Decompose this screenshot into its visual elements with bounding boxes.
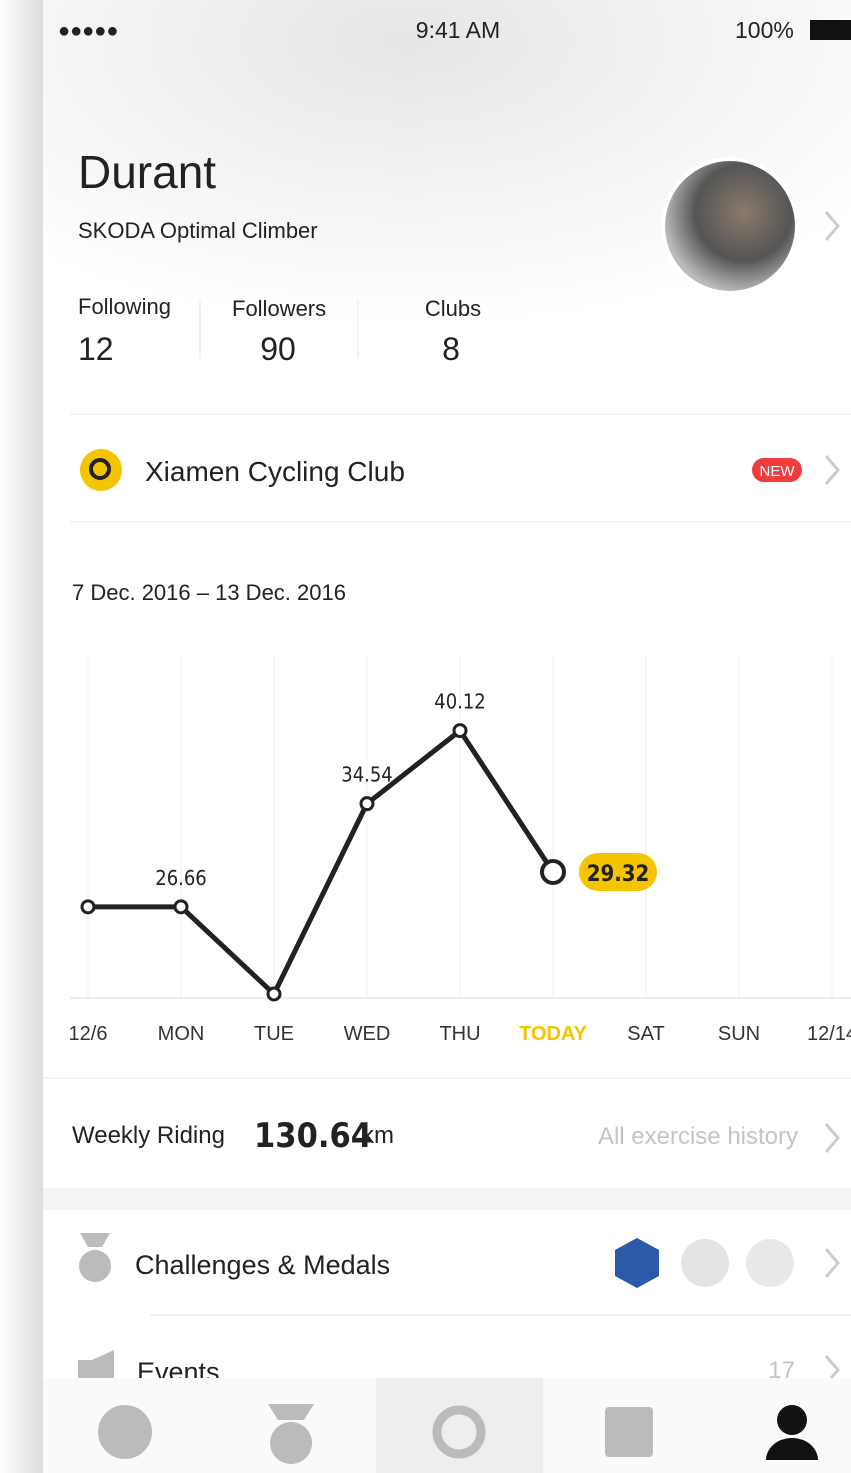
tab-profile[interactable] bbox=[777, 1405, 807, 1435]
new-badge-text: NEW bbox=[760, 463, 796, 480]
x-tick-label: WED bbox=[344, 1023, 391, 1045]
stat-label: Following bbox=[78, 294, 171, 319]
tab-feed[interactable] bbox=[605, 1407, 653, 1457]
challenges-row[interactable]: Challenges & Medals bbox=[79, 1233, 838, 1288]
medal bbox=[615, 1238, 659, 1288]
medal bbox=[681, 1239, 729, 1287]
page: ●●●●● 9:41 AM 100% Durant SKODA Optimal … bbox=[0, 0, 851, 1473]
battery-icon bbox=[810, 20, 851, 40]
tab-medals[interactable] bbox=[268, 1404, 314, 1464]
data-point bbox=[82, 901, 94, 913]
stat-value: 8 bbox=[442, 331, 460, 367]
history-link[interactable]: All exercise history bbox=[598, 1123, 798, 1150]
signal: ●●●●● bbox=[58, 20, 118, 42]
tab-explore[interactable] bbox=[98, 1405, 152, 1459]
tab-bar bbox=[43, 1378, 851, 1473]
chevron bbox=[826, 1124, 838, 1152]
medal-icon bbox=[80, 1233, 110, 1247]
data-point bbox=[361, 798, 373, 810]
club-icon bbox=[80, 449, 122, 491]
club-row[interactable]: Xiamen Cycling Club NEW bbox=[80, 449, 838, 491]
weekly-value: 130.64 bbox=[254, 1116, 372, 1156]
value-label: 40.12 bbox=[434, 690, 486, 714]
weekly-label: Weekly Riding bbox=[72, 1122, 225, 1149]
x-tick-label: SUN bbox=[718, 1023, 760, 1045]
value-label: 29.32 bbox=[587, 862, 650, 887]
x-tick-label: 12/6 bbox=[69, 1023, 108, 1045]
data-line bbox=[88, 731, 553, 994]
date-range: 7 Dec. 2016 – 13 Dec. 2016 bbox=[72, 580, 346, 605]
screen: ●●●●● 9:41 AM 100% Durant SKODA Optimal … bbox=[0, 0, 851, 1473]
x-tick-label: SAT bbox=[627, 1023, 664, 1045]
x-tick-label: 12/14 bbox=[807, 1023, 851, 1045]
data-point bbox=[542, 861, 564, 883]
battery-text: 100% bbox=[735, 17, 794, 43]
profile-name: Durant bbox=[78, 146, 216, 198]
medal-icon bbox=[79, 1250, 111, 1282]
events-icon bbox=[78, 1350, 114, 1380]
value-label: 34.54 bbox=[341, 763, 393, 787]
chart: 12/6 MON TUE WED THU TODAY SAT SUN 12/14 26.66 34.… bbox=[69, 655, 851, 1045]
x-tick-label: MON bbox=[158, 1023, 205, 1045]
profile-subtitle: SKODA Optimal Climber bbox=[78, 218, 318, 243]
menu-label: Challenges & Medals bbox=[135, 1250, 390, 1280]
section-gap bbox=[43, 1188, 851, 1210]
value-label: 26.66 bbox=[155, 866, 207, 890]
x-tick-label: THU bbox=[439, 1023, 480, 1045]
tab-selected-bg bbox=[376, 1378, 543, 1473]
x-tick-label: TUE bbox=[254, 1023, 294, 1045]
data-point bbox=[454, 725, 466, 737]
chevron bbox=[826, 456, 838, 484]
weekly-unit: km bbox=[362, 1122, 394, 1149]
chevron bbox=[826, 1249, 838, 1277]
stat-label: Followers bbox=[232, 296, 326, 321]
data-point bbox=[268, 988, 280, 1000]
medal bbox=[746, 1239, 794, 1287]
shadow bbox=[0, 0, 43, 1473]
stat-value: 12 bbox=[78, 331, 114, 367]
stat-value: 90 bbox=[260, 331, 296, 367]
avatar[interactable] bbox=[663, 159, 797, 293]
time: 9:41 AM bbox=[416, 17, 500, 43]
stat-label: Clubs bbox=[425, 296, 481, 321]
data-point bbox=[175, 901, 187, 913]
club-name: Xiamen Cycling Club bbox=[145, 456, 405, 487]
x-tick-label: TODAY bbox=[519, 1023, 587, 1045]
